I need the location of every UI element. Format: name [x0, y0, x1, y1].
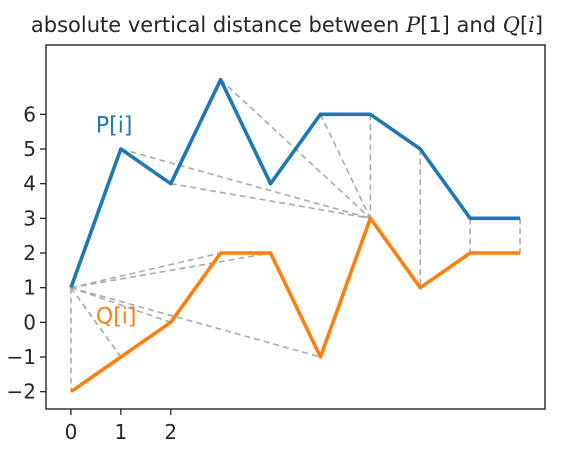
chart-title: absolute vertical distance between P[1] … — [31, 13, 543, 37]
y-tick-label-0: 0 — [23, 310, 36, 334]
connector-line-4 — [70, 252, 271, 289]
series-label-p: P[i] — [96, 114, 133, 139]
connector-line-7 — [170, 182, 371, 220]
connector-line-5 — [70, 286, 321, 358]
plot-frame — [45, 44, 546, 410]
connector-line-2 — [70, 286, 172, 324]
y-tick-label-3: 3 — [23, 206, 36, 230]
y-tick-label-4: 4 — [23, 172, 36, 196]
connector-line-9 — [319, 113, 372, 219]
title-middle: and — [450, 13, 503, 37]
y-tick-label-6: 6 — [23, 102, 36, 126]
title-q-index-var: i — [528, 13, 535, 37]
series-line-q — [69, 216, 521, 394]
x-tick-label-0: 0 — [65, 420, 78, 444]
y-tick-label--1: −1 — [7, 345, 36, 369]
x-tick-label-1: 1 — [114, 420, 127, 444]
title-prefix: absolute vertical distance between — [31, 13, 406, 37]
connector-line-3 — [70, 252, 221, 289]
y-tick-label-1: 1 — [23, 276, 36, 300]
y-tick-label-2: 2 — [23, 241, 36, 265]
axes: 0 1 2 −2 −1 0 1 2 3 4 5 6 — [7, 44, 546, 444]
series-label-q: Q[i] — [96, 304, 137, 329]
series-labels: P[i] Q[i] — [96, 114, 137, 330]
series-lines — [69, 77, 521, 394]
title-p-index: [1] — [420, 13, 450, 37]
connector-line-1 — [70, 287, 122, 358]
title-q-symbol: Q — [503, 13, 520, 37]
connector-line-6 — [120, 148, 371, 220]
x-tick-label-2: 2 — [164, 420, 177, 444]
y-tick-label--2: −2 — [7, 380, 36, 404]
y-tick-label-5: 5 — [23, 137, 36, 161]
title-q-index-open: [ — [520, 13, 528, 37]
title-q-index-close: ] — [535, 13, 543, 37]
series-line-p — [69, 77, 521, 289]
title-p-symbol: P — [405, 13, 421, 37]
